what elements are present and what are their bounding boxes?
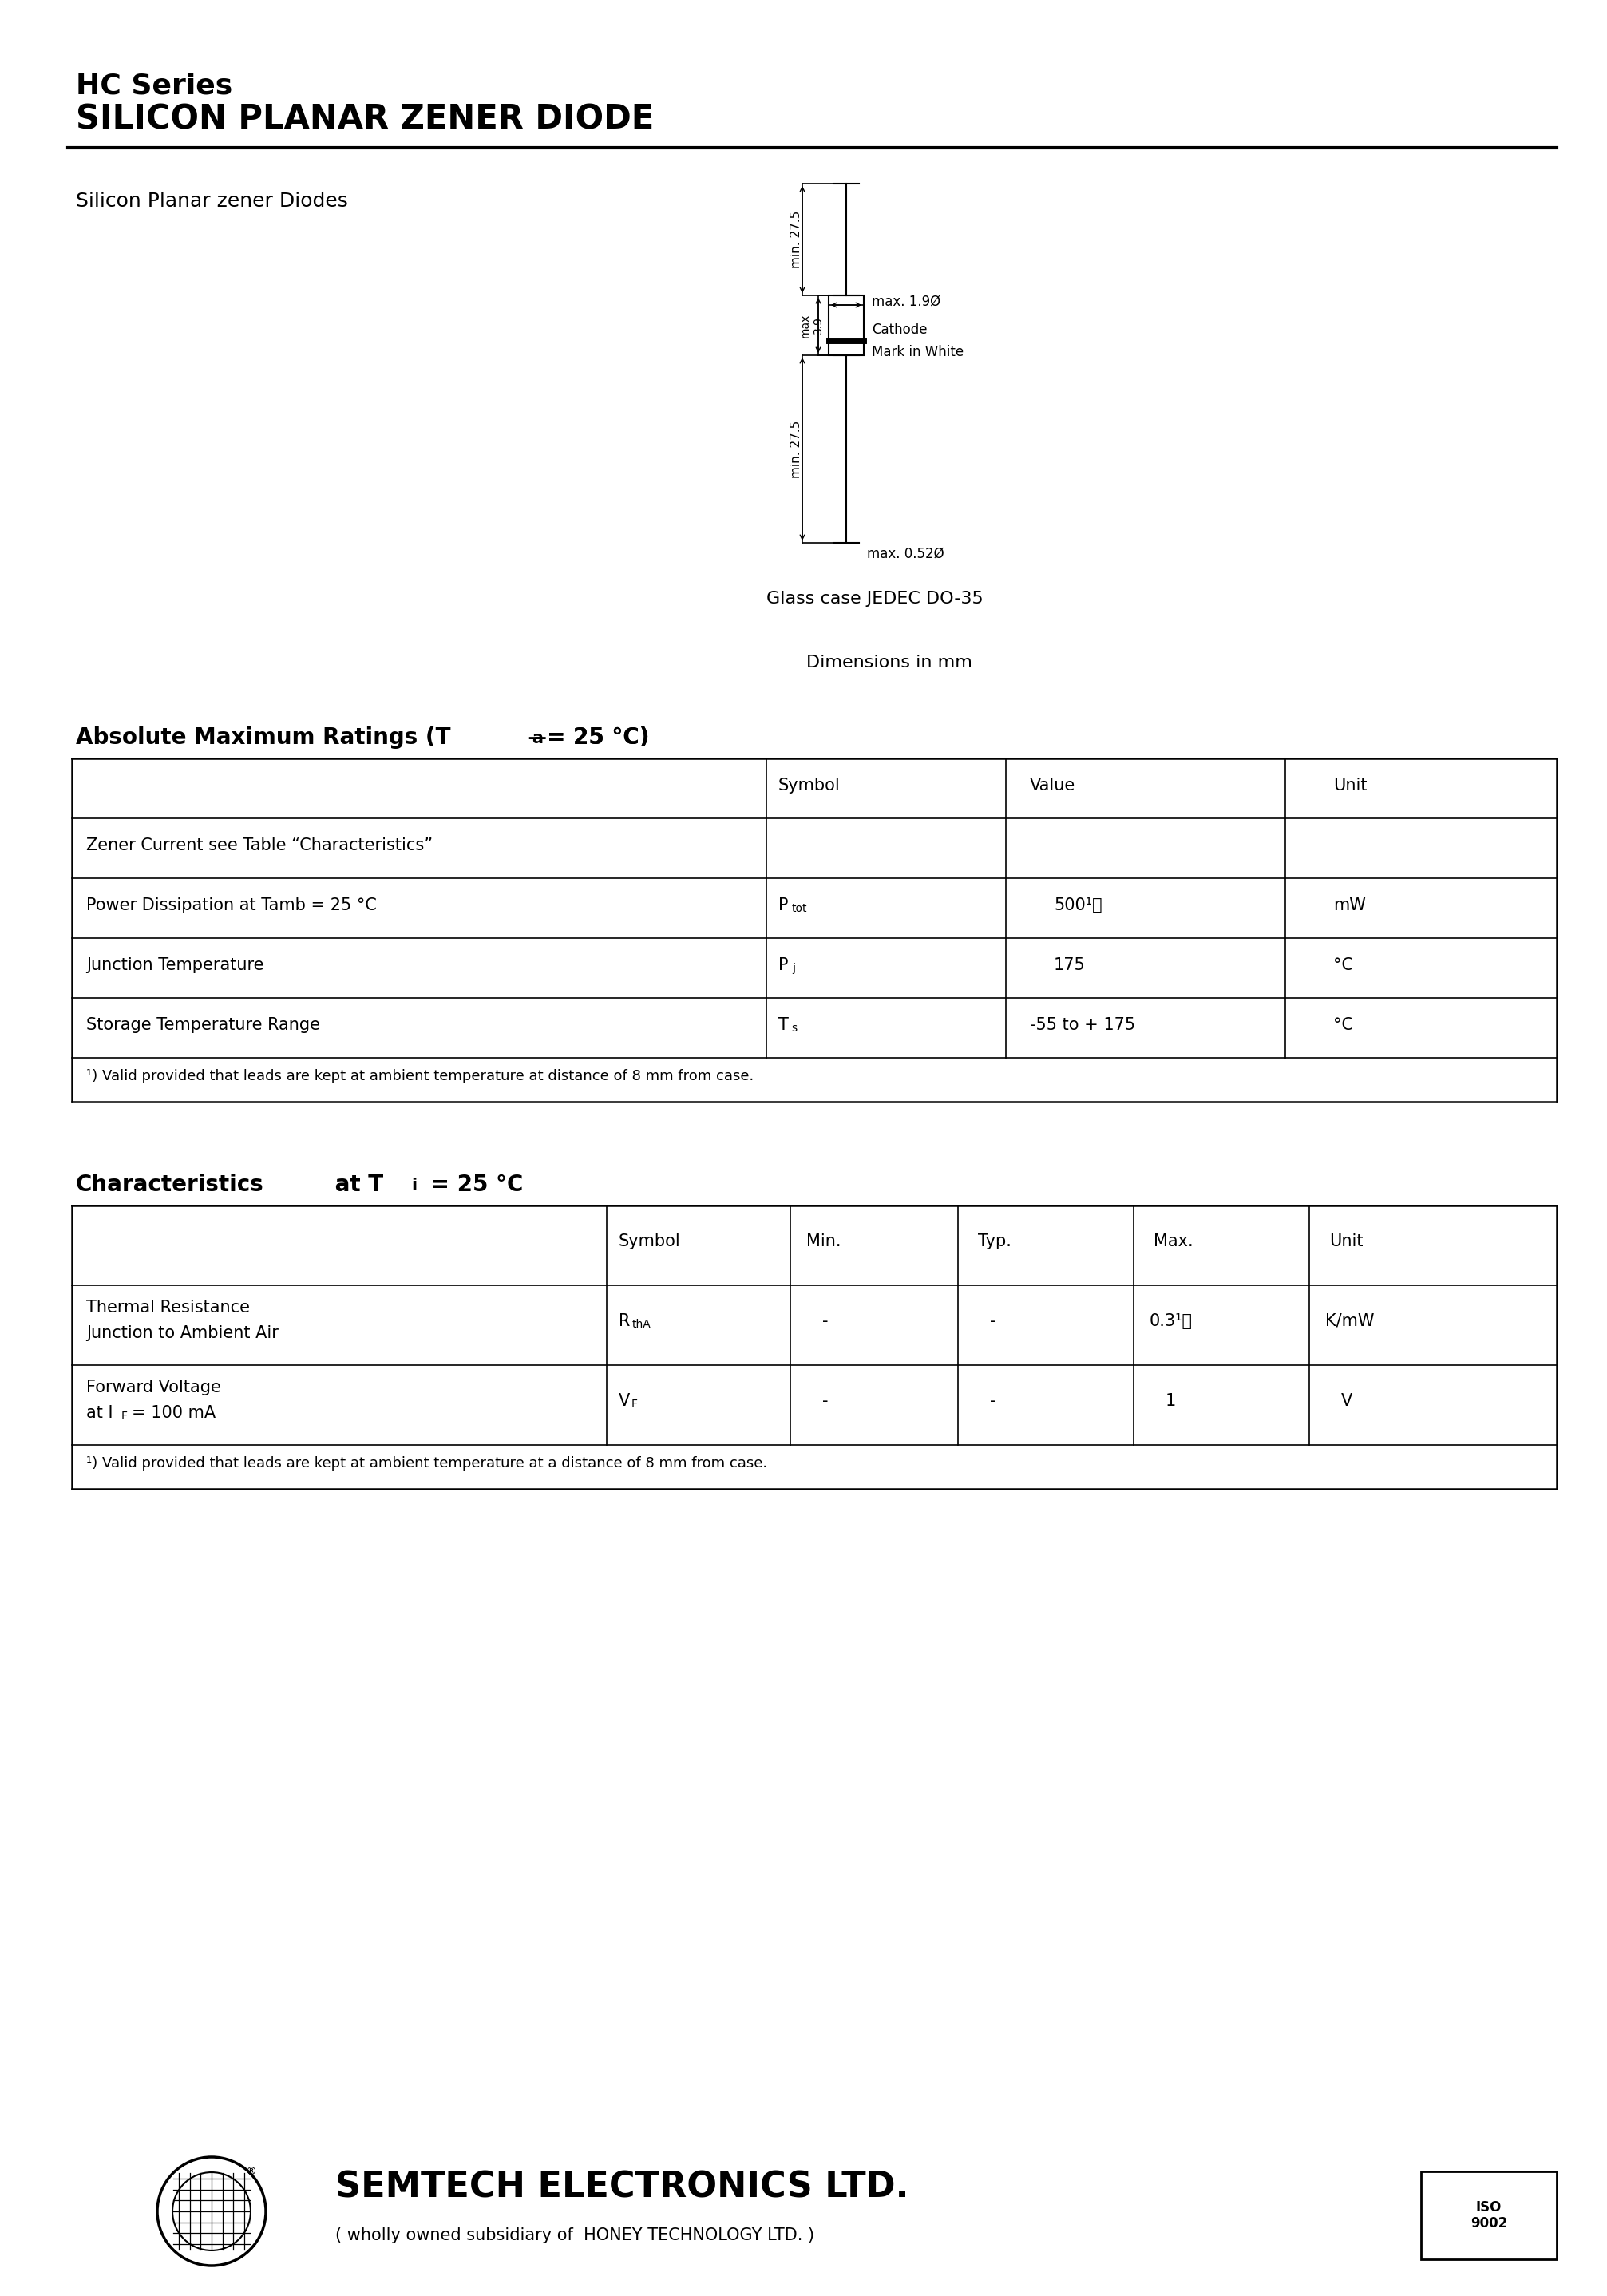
Text: Dimensions in mm: Dimensions in mm <box>807 654 972 670</box>
Text: = 100 mA: = 100 mA <box>132 1405 215 1421</box>
Text: mW: mW <box>1334 898 1366 914</box>
Text: HC Series: HC Series <box>76 71 233 99</box>
Text: 0.3¹⧩: 0.3¹⧩ <box>1149 1313 1192 1329</box>
Text: Typ.: Typ. <box>979 1233 1011 1249</box>
Text: Zener Current see Table “Characteristics”: Zener Current see Table “Characteristics… <box>87 838 432 854</box>
Text: Power Dissipation at Tamb = 25 °C: Power Dissipation at Tamb = 25 °C <box>87 898 376 914</box>
Text: Thermal Resistance: Thermal Resistance <box>87 1300 249 1316</box>
Text: T: T <box>778 1017 789 1033</box>
Text: s: s <box>791 1022 797 1033</box>
Text: tot: tot <box>792 902 807 914</box>
Bar <box>829 296 865 356</box>
Text: Forward Voltage: Forward Voltage <box>87 1380 222 1396</box>
Text: max. 1.9Ø: max. 1.9Ø <box>871 294 940 310</box>
Text: Min.: Min. <box>807 1233 840 1249</box>
Text: 500¹⧩: 500¹⧩ <box>1054 898 1102 914</box>
Text: SEMTECH ELECTRONICS LTD.: SEMTECH ELECTRONICS LTD. <box>336 2170 910 2204</box>
Text: Value: Value <box>1030 778 1075 794</box>
Text: Storage Temperature Range: Storage Temperature Range <box>87 1017 320 1033</box>
Text: Junction Temperature: Junction Temperature <box>87 957 264 974</box>
Text: Mark in White: Mark in White <box>871 344 964 358</box>
Text: a: a <box>532 730 543 746</box>
Text: F: F <box>122 1410 127 1421</box>
Text: F: F <box>632 1398 638 1410</box>
Text: V: V <box>619 1394 630 1410</box>
Text: min. 27.5: min. 27.5 <box>791 420 802 478</box>
Text: SILICON PLANAR ZENER DIODE: SILICON PLANAR ZENER DIODE <box>76 103 654 135</box>
Text: P: P <box>778 898 789 914</box>
Text: ®: ® <box>246 2167 256 2179</box>
Text: = 25 °C: = 25 °C <box>423 1173 524 1196</box>
Text: ( wholly owned subsidiary of  HONEY TECHNOLOGY LTD. ): ( wholly owned subsidiary of HONEY TECHN… <box>336 2227 815 2243</box>
Text: Characteristics: Characteristics <box>76 1173 264 1196</box>
Text: P: P <box>778 957 789 974</box>
Text: V: V <box>1342 1394 1353 1410</box>
Text: Symbol: Symbol <box>619 1233 681 1249</box>
Text: ISO
9002: ISO 9002 <box>1470 2200 1507 2232</box>
Text: -55 to + 175: -55 to + 175 <box>1030 1017 1135 1033</box>
Text: min. 27.5: min. 27.5 <box>791 211 802 269</box>
Text: K/mW: K/mW <box>1326 1313 1374 1329</box>
Text: thA: thA <box>632 1318 651 1329</box>
Text: ̶= 25 °C): ̶= 25 °C) <box>546 726 649 748</box>
Bar <box>1421 2172 1557 2259</box>
Text: 1: 1 <box>1165 1394 1176 1410</box>
Text: max
3.9: max 3.9 <box>800 312 824 338</box>
Text: R: R <box>619 1313 630 1329</box>
Text: ¹) Valid provided that leads are kept at ambient temperature at distance of 8 mm: ¹) Valid provided that leads are kept at… <box>87 1070 754 1084</box>
Text: -: - <box>823 1394 828 1410</box>
Text: ¹) Valid provided that leads are kept at ambient temperature at a distance of 8 : ¹) Valid provided that leads are kept at… <box>87 1456 767 1469</box>
Text: Silicon Planar zener Diodes: Silicon Planar zener Diodes <box>76 191 349 211</box>
Text: 175: 175 <box>1054 957 1085 974</box>
Text: i: i <box>411 1178 416 1194</box>
Text: Max.: Max. <box>1154 1233 1192 1249</box>
Text: °C: °C <box>1334 957 1353 974</box>
Text: Junction to Ambient Air: Junction to Ambient Air <box>87 1325 278 1341</box>
Text: Unit: Unit <box>1329 1233 1363 1249</box>
Text: max. 0.52Ø: max. 0.52Ø <box>866 546 943 560</box>
Text: at I: at I <box>87 1405 112 1421</box>
Text: j: j <box>792 962 795 974</box>
Text: Absolute Maximum Ratings (T: Absolute Maximum Ratings (T <box>76 726 450 748</box>
Text: -: - <box>990 1313 996 1329</box>
Text: Symbol: Symbol <box>778 778 840 794</box>
Text: -: - <box>990 1394 996 1410</box>
Text: Cathode: Cathode <box>871 321 927 338</box>
Text: Unit: Unit <box>1334 778 1368 794</box>
Text: -: - <box>823 1313 828 1329</box>
Text: at T: at T <box>328 1173 384 1196</box>
Text: = 25 °C): = 25 °C) <box>546 726 649 748</box>
Text: Glass case JEDEC DO-35: Glass case JEDEC DO-35 <box>767 590 983 606</box>
Text: °C: °C <box>1334 1017 1353 1033</box>
